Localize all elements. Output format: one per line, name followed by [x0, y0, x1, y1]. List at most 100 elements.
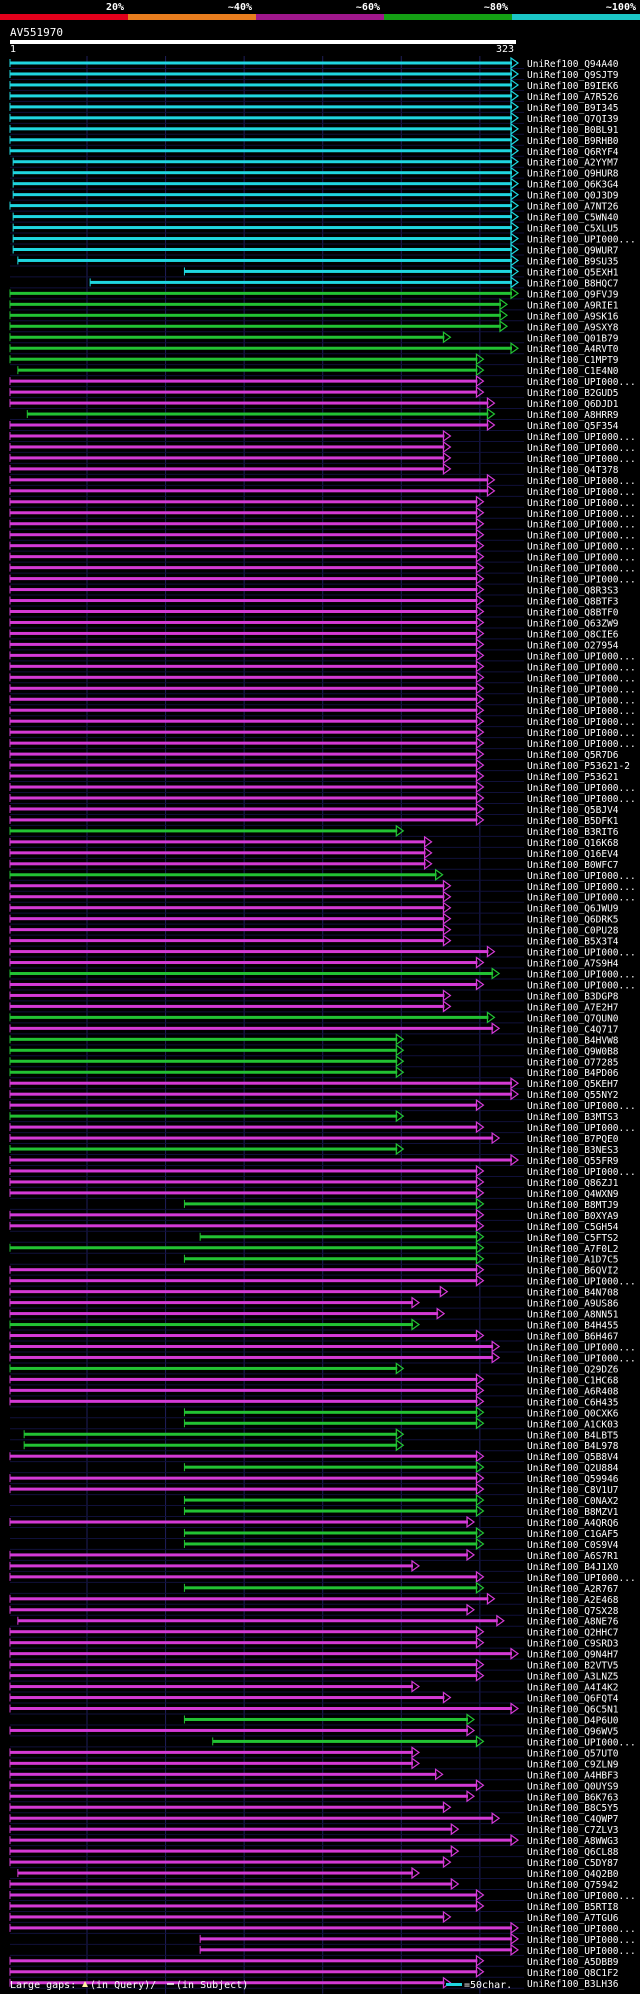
- hit-row[interactable]: UniRef100_C1E4N0: [17, 363, 619, 377]
- hit-row[interactable]: UniRef100_Q6CL88: [9, 1844, 619, 1858]
- hit-bar[interactable]: [10, 1301, 413, 1305]
- hit-bar[interactable]: [10, 1904, 478, 1908]
- hit-row[interactable]: UniRef100_Q9FVJ9: [9, 287, 619, 300]
- hit-row[interactable]: UniRef100_Q9W0B8: [9, 1044, 619, 1057]
- hit-row[interactable]: UniRef100_UPI000...: [9, 704, 636, 717]
- hit-row[interactable]: UniRef100_UPI000...: [9, 660, 636, 673]
- hit-row[interactable]: UniRef100_UPI000...: [9, 1351, 636, 1364]
- hit-bar[interactable]: [24, 1432, 398, 1436]
- hit-id-label[interactable]: UniRef100_C9ZLN9: [527, 1759, 619, 1770]
- hit-bar[interactable]: [10, 423, 489, 427]
- hit-bar[interactable]: [184, 1586, 478, 1590]
- hit-bar[interactable]: [10, 357, 478, 361]
- hit-id-label[interactable]: UniRef100_UPI000...: [527, 564, 636, 575]
- hit-bar[interactable]: [10, 511, 478, 515]
- hit-id-label[interactable]: UniRef100_A7F0L2: [527, 1244, 619, 1255]
- hit-id-label[interactable]: UniRef100_UPI000...: [527, 728, 636, 739]
- hit-id-label[interactable]: UniRef100_Q96WV5: [527, 1726, 619, 1737]
- hit-row[interactable]: UniRef100_B2VTV5: [9, 1658, 619, 1672]
- hit-row[interactable]: UniRef100_A2E468: [9, 1592, 619, 1606]
- hit-bar[interactable]: [10, 1224, 478, 1228]
- hit-row[interactable]: UniRef100_UPI000...: [9, 440, 636, 454]
- hit-bar[interactable]: [10, 1597, 489, 1601]
- hit-id-label[interactable]: UniRef100_UPI000...: [527, 1167, 636, 1178]
- hit-id-label[interactable]: UniRef100_Q0UYS9: [527, 1781, 619, 1792]
- hit-id-label[interactable]: UniRef100_Q5F354: [527, 421, 619, 432]
- hit-bar[interactable]: [10, 346, 512, 350]
- hit-id-label[interactable]: UniRef100_Q6DJD1: [527, 399, 619, 410]
- hit-row[interactable]: UniRef100_Q8CIE6: [9, 627, 619, 640]
- hit-bar[interactable]: [10, 851, 426, 855]
- hit-bar[interactable]: [10, 1476, 478, 1480]
- hit-bar[interactable]: [10, 1268, 478, 1272]
- hit-row[interactable]: UniRef100_B4J1X0: [9, 1559, 619, 1573]
- hit-bar[interactable]: [10, 972, 494, 976]
- hit-bar[interactable]: [10, 566, 478, 570]
- hit-row[interactable]: UniRef100_C5XLU5: [12, 221, 619, 235]
- hit-row[interactable]: UniRef100_C0NAX2: [183, 1493, 619, 1507]
- hit-row[interactable]: UniRef100_B4N708: [9, 1285, 619, 1299]
- hit-row[interactable]: UniRef100_UPI000...: [9, 693, 636, 706]
- hit-row[interactable]: UniRef100_A4QRQ6: [9, 1515, 619, 1529]
- hit-row[interactable]: UniRef100_Q4WXN9: [9, 1186, 619, 1200]
- hit-bar[interactable]: [10, 796, 478, 800]
- hit-row[interactable]: UniRef100_UPI000...: [9, 572, 636, 586]
- hit-id-label[interactable]: UniRef100_UPI000...: [527, 1277, 636, 1288]
- hit-row[interactable]: UniRef100_Q7QI39: [9, 111, 619, 125]
- hit-row[interactable]: UniRef100_UPI000...: [9, 539, 636, 553]
- hit-id-label[interactable]: UniRef100_Q4Q2B0: [527, 1869, 619, 1880]
- hit-row[interactable]: UniRef100_Q8R3S3: [9, 583, 619, 597]
- hit-row[interactable]: UniRef100_A4I4K2: [9, 1680, 619, 1694]
- hit-bar[interactable]: [10, 1564, 413, 1568]
- hit-row[interactable]: UniRef100_C4Q717: [9, 1022, 619, 1035]
- hit-row[interactable]: UniRef100_UPI000...: [9, 1098, 636, 1112]
- hit-id-label[interactable]: UniRef100_C0NAX2: [527, 1496, 619, 1507]
- hit-bar[interactable]: [24, 1443, 398, 1447]
- hit-row[interactable]: UniRef100_A7E2H7: [9, 1000, 619, 1013]
- hit-bar[interactable]: [10, 610, 478, 613]
- hit-row[interactable]: UniRef100_A1CK03: [183, 1417, 619, 1430]
- hit-row[interactable]: UniRef100_B0XYA9: [9, 1208, 619, 1222]
- hit-id-label[interactable]: UniRef100_Q55FR9: [527, 1156, 619, 1167]
- hit-bar[interactable]: [10, 1191, 478, 1195]
- hit-id-label[interactable]: UniRef100_Q8BTF3: [527, 597, 619, 608]
- hit-bar[interactable]: [10, 522, 478, 526]
- hit-bar[interactable]: [10, 1772, 437, 1776]
- hit-row[interactable]: UniRef100_UPI000...: [212, 1735, 636, 1748]
- hit-id-label[interactable]: UniRef100_Q2U884: [527, 1463, 619, 1474]
- hit-id-label[interactable]: UniRef100_A4I4K2: [527, 1683, 619, 1694]
- hit-id-label[interactable]: UniRef100_Q29DZ6: [527, 1364, 619, 1375]
- hit-id-label[interactable]: UniRef100_A2R767: [527, 1584, 619, 1595]
- hit-id-label[interactable]: UniRef100_A7TGU6: [527, 1913, 619, 1924]
- hit-row[interactable]: UniRef100_Q5B8V4: [9, 1450, 619, 1463]
- hit-id-label[interactable]: UniRef100_C4QWP7: [527, 1814, 619, 1825]
- hit-id-label[interactable]: UniRef100_UPI000...: [527, 739, 636, 750]
- hit-id-label[interactable]: UniRef100_P53621-2: [527, 761, 630, 772]
- hit-id-label[interactable]: UniRef100_UPI000...: [527, 717, 636, 728]
- hit-row[interactable]: UniRef100_O77285: [9, 1055, 619, 1068]
- hit-row[interactable]: UniRef100_Q29DZ6: [9, 1362, 619, 1375]
- hit-id-label[interactable]: UniRef100_Q5B8V4: [527, 1452, 619, 1463]
- hit-bar[interactable]: [10, 1750, 413, 1754]
- hit-bar[interactable]: [10, 1685, 413, 1689]
- hit-row[interactable]: UniRef100_B5X3T4: [9, 934, 619, 948]
- hit-bar[interactable]: [10, 1696, 445, 1700]
- hit-id-label[interactable]: UniRef100_Q6FQT4: [527, 1694, 619, 1705]
- hit-bar[interactable]: [184, 1421, 478, 1425]
- hit-bar[interactable]: [10, 105, 512, 109]
- hit-row[interactable]: UniRef100_B8MTJ9: [183, 1197, 619, 1211]
- hit-bar[interactable]: [10, 1487, 478, 1491]
- hit-id-label[interactable]: UniRef100_A4RVT0: [527, 344, 619, 355]
- hit-bar[interactable]: [10, 917, 445, 921]
- hit-row[interactable]: UniRef100_A8HRR9: [26, 407, 619, 421]
- hit-bar[interactable]: [10, 1344, 494, 1348]
- hit-bar[interactable]: [13, 237, 513, 241]
- hit-bar[interactable]: [10, 1981, 445, 1985]
- hit-row[interactable]: UniRef100_UPI000...: [9, 484, 636, 498]
- hit-bar[interactable]: [10, 1026, 494, 1030]
- hit-row[interactable]: UniRef100_UPI000...: [9, 473, 636, 487]
- hit-bar[interactable]: [184, 1531, 478, 1535]
- hit-bar[interactable]: [10, 1794, 468, 1798]
- hit-row[interactable]: UniRef100_Q16K68: [9, 835, 619, 849]
- hit-id-label[interactable]: UniRef100_C5WN40: [527, 213, 619, 224]
